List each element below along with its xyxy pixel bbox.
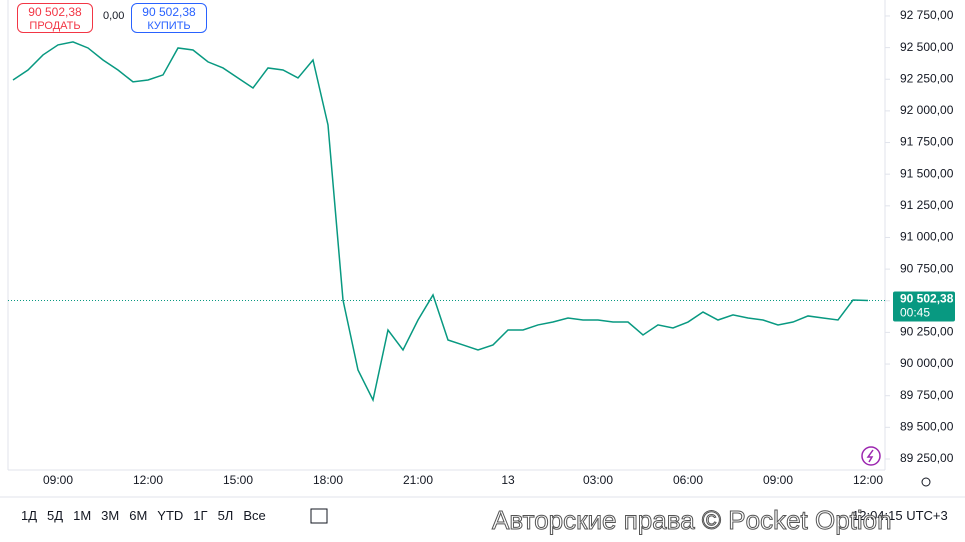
buy-label: КУПИТЬ xyxy=(147,20,191,32)
price-line xyxy=(12,41,869,403)
watermark: Авторские права © Pocket Option xyxy=(492,505,893,536)
range-button[interactable]: 1М xyxy=(73,508,92,523)
y-tick-label: 92 750,00 xyxy=(900,8,954,22)
price-tag-timer: 00:45 xyxy=(900,306,930,320)
x-tick-label: 09:00 xyxy=(43,473,73,487)
buy-button[interactable]: 90 502,38 КУПИТЬ xyxy=(131,3,207,33)
y-tick-label: 92 250,00 xyxy=(900,71,954,85)
price-tag-label: 90 502,38 xyxy=(900,292,954,306)
settings-icon[interactable] xyxy=(921,477,931,487)
y-tick-label: 90 250,00 xyxy=(900,325,954,339)
range-button[interactable]: 1Г xyxy=(193,508,208,523)
range-button[interactable]: 6М xyxy=(129,508,148,523)
range-button[interactable]: 1Д xyxy=(21,508,38,523)
y-tick-label: 89 500,00 xyxy=(900,420,954,434)
sell-button[interactable]: 90 502,38 ПРОДАТЬ xyxy=(17,3,93,33)
y-tick-label: 91 000,00 xyxy=(900,230,954,244)
y-tick-label: 92 000,00 xyxy=(900,103,954,117)
y-tick-label: 91 250,00 xyxy=(900,198,954,212)
y-tick-label: 90 000,00 xyxy=(900,356,954,370)
range-button[interactable]: Все xyxy=(243,508,266,523)
buy-price: 90 502,38 xyxy=(142,5,196,19)
lightning-glyph xyxy=(866,449,874,463)
lightning-icon[interactable] xyxy=(861,446,881,466)
range-button[interactable]: 5Л xyxy=(217,508,234,523)
spread: 0,00 xyxy=(103,10,125,22)
x-tick-label: 12:00 xyxy=(133,473,163,487)
x-tick-label: 21:00 xyxy=(403,473,433,487)
sell-label: ПРОДАТЬ xyxy=(29,20,81,32)
x-tick-label: 15:00 xyxy=(223,473,253,487)
y-tick-label: 90 750,00 xyxy=(900,261,954,275)
x-tick-label: 13 xyxy=(501,473,515,487)
x-tick-label: 09:00 xyxy=(763,473,793,487)
x-tick-label: 03:00 xyxy=(583,473,613,487)
range-button[interactable]: YTD xyxy=(157,508,184,523)
x-tick-label: 06:00 xyxy=(673,473,703,487)
y-tick-label: 89 250,00 xyxy=(900,451,954,465)
y-tick-label: 92 500,00 xyxy=(900,40,954,54)
y-tick-label: 89 750,00 xyxy=(900,388,954,402)
price-tag xyxy=(893,291,955,322)
y-tick-label: 91 750,00 xyxy=(900,135,954,149)
range-button[interactable]: 3М xyxy=(101,508,120,523)
sell-price: 90 502,38 xyxy=(28,5,82,19)
range-toolbar: 1Д 5Д 1М 3М 6М YTD 1Г 5Л Все xyxy=(16,506,271,525)
clock: 12:04:15 UTC+3 xyxy=(852,508,948,523)
x-tick-label: 18:00 xyxy=(313,473,343,487)
y-tick-label: 91 500,00 xyxy=(900,166,954,180)
x-tick-label: 12:00 xyxy=(853,473,883,487)
calendar-icon[interactable] xyxy=(310,508,328,524)
range-button[interactable]: 5Д xyxy=(47,508,64,523)
